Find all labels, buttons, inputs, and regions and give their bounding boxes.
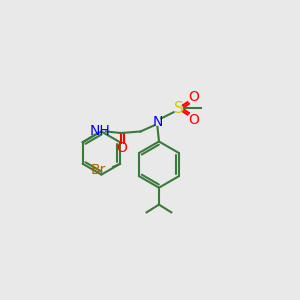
- Text: NH: NH: [89, 124, 110, 139]
- Text: S: S: [174, 101, 184, 116]
- Text: N: N: [152, 115, 163, 129]
- Text: Br: Br: [91, 163, 106, 177]
- Text: O: O: [188, 113, 199, 127]
- Text: O: O: [188, 90, 199, 104]
- Text: O: O: [116, 141, 127, 155]
